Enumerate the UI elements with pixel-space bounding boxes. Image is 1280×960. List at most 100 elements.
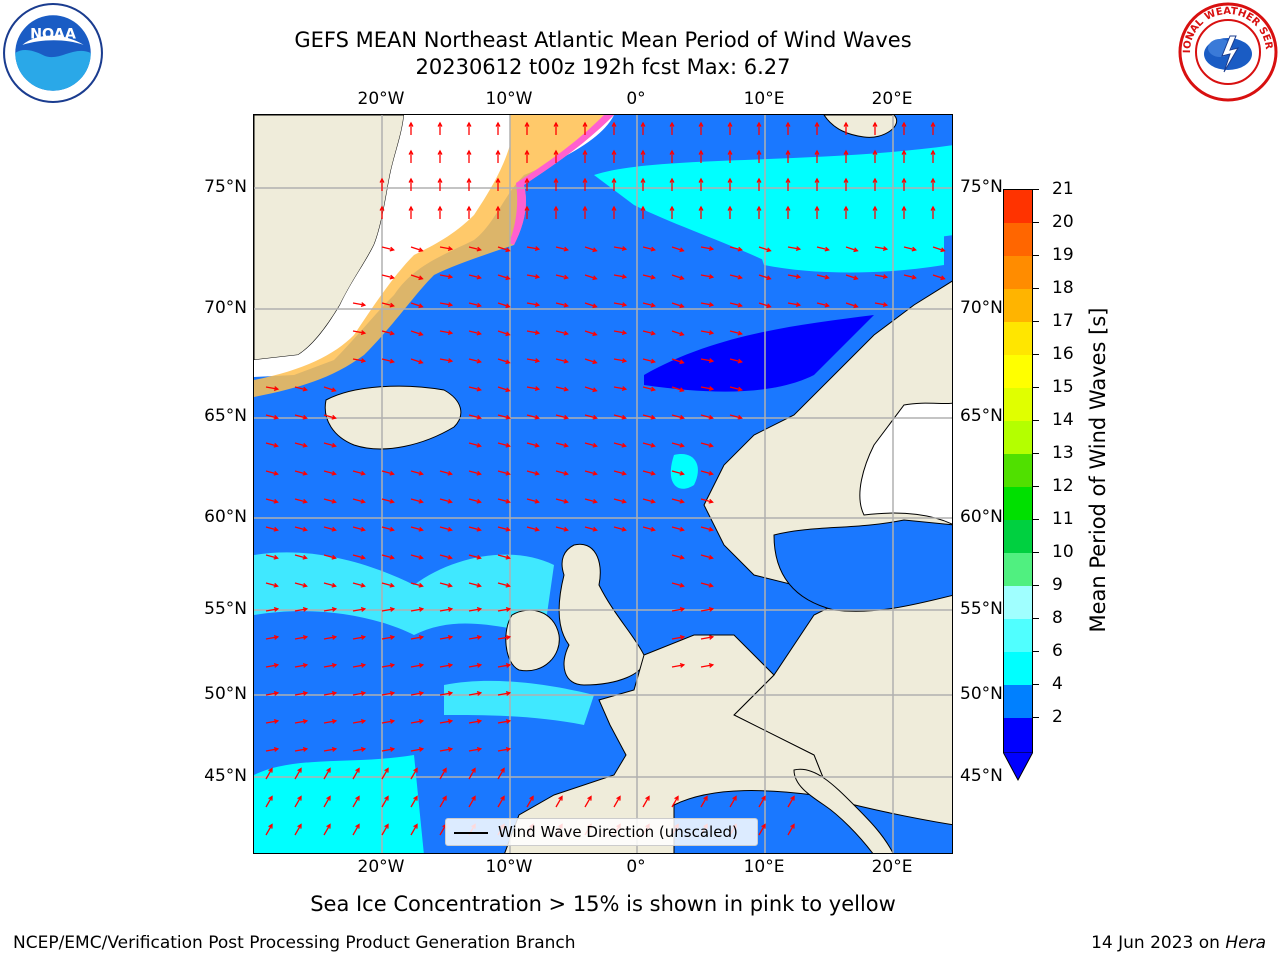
wind-wave-arrowhead bbox=[331, 747, 338, 752]
wind-wave-arrow bbox=[787, 274, 800, 278]
wind-wave-arrow bbox=[439, 768, 447, 780]
wind-wave-arrowhead bbox=[476, 719, 483, 724]
colorbar-segment bbox=[1004, 355, 1032, 389]
wind-wave-arrowhead bbox=[621, 414, 627, 420]
wind-wave-arrow bbox=[352, 692, 365, 696]
wind-wave-arrowhead bbox=[331, 554, 337, 560]
ireland bbox=[505, 609, 560, 672]
wind-wave-arrowhead bbox=[650, 414, 656, 420]
wind-wave-arrow bbox=[497, 330, 510, 336]
wind-wave-arrowhead bbox=[331, 442, 337, 448]
wind-wave-arrowhead bbox=[355, 795, 360, 801]
wind-wave-arrowhead bbox=[650, 302, 656, 308]
wind-wave-arrowhead bbox=[505, 663, 512, 668]
wind-wave-arrowhead bbox=[582, 121, 588, 127]
colorbar-tickmark bbox=[1033, 387, 1039, 388]
wind-wave-arrowhead bbox=[273, 582, 279, 588]
wind-wave-arrow bbox=[642, 414, 655, 419]
wind-wave-arrowhead bbox=[882, 274, 889, 279]
colorbar-tickmark bbox=[1033, 288, 1039, 289]
wind-wave-arrowhead bbox=[389, 747, 396, 752]
wind-wave-arrow bbox=[497, 302, 510, 308]
wind-wave-arrow bbox=[468, 498, 481, 503]
wind-wave-arrowhead bbox=[621, 386, 628, 391]
wind-wave-arrowhead bbox=[408, 205, 414, 211]
wind-wave-arrowhead bbox=[679, 303, 685, 309]
wind-wave-arrowhead bbox=[727, 149, 733, 155]
wind-wave-arrowhead bbox=[297, 795, 302, 801]
wind-wave-arrowhead bbox=[408, 177, 414, 183]
wind-wave-arrowhead bbox=[790, 795, 795, 801]
wind-wave-arrowhead bbox=[273, 386, 280, 391]
wind-wave-arrow bbox=[352, 768, 360, 780]
wind-wave-arrow bbox=[294, 720, 307, 724]
wind-wave-arrowhead bbox=[708, 635, 715, 640]
wind-wave-arrow bbox=[439, 526, 452, 531]
wind-wave-arrowhead bbox=[679, 470, 685, 476]
wind-wave-arrow bbox=[642, 330, 655, 335]
chart-subtitle: 20230612 t00z 192h fcst Max: 6.27 bbox=[415, 55, 791, 79]
wind-wave-arrow bbox=[671, 274, 684, 280]
wind-wave-arrow bbox=[265, 608, 278, 612]
wind-wave-arrowhead bbox=[732, 795, 737, 801]
wind-wave-arrow bbox=[381, 358, 394, 363]
wind-wave-arrow bbox=[584, 330, 597, 336]
wind-wave-arrow bbox=[468, 358, 481, 363]
wind-wave-arrow bbox=[439, 636, 452, 640]
wind-wave-arrowhead bbox=[505, 303, 511, 309]
wind-wave-arrowhead bbox=[872, 205, 878, 211]
wind-wave-arrowhead bbox=[326, 767, 331, 773]
wind-wave-arrow bbox=[352, 796, 360, 808]
wind-wave-arrow bbox=[642, 358, 655, 363]
lat-tick-left-70n: 70°N bbox=[204, 298, 247, 318]
wind-wave-arrow bbox=[903, 246, 916, 251]
wind-wave-arrowhead bbox=[389, 498, 395, 504]
wind-wave-arrow bbox=[497, 274, 510, 280]
wind-wave-arrowhead bbox=[505, 387, 511, 393]
wind-wave-arrow bbox=[323, 582, 336, 587]
wind-wave-arrow bbox=[874, 302, 887, 306]
wind-wave-arrowhead bbox=[360, 747, 367, 752]
wind-wave-arrow bbox=[526, 246, 539, 250]
wind-wave-arrow bbox=[787, 246, 800, 250]
wind-wave-arrow bbox=[439, 608, 452, 612]
wind-wave-arrow bbox=[381, 470, 394, 475]
wind-wave-arrowhead bbox=[476, 747, 483, 752]
wind-wave-arrowhead bbox=[331, 582, 337, 588]
wind-wave-arrowhead bbox=[563, 358, 569, 364]
wind-wave-arrow bbox=[265, 470, 278, 475]
wind-wave-arrow bbox=[410, 330, 423, 336]
wind-wave-arrow bbox=[439, 358, 452, 362]
wind-wave-arrowhead bbox=[273, 663, 280, 668]
noaa-logo-icon: NOAA bbox=[3, 3, 103, 103]
wind-wave-arrowhead bbox=[389, 554, 395, 560]
wind-wave-arrowhead bbox=[650, 386, 656, 392]
wind-wave-arrow bbox=[497, 796, 505, 808]
wind-wave-arrowhead bbox=[360, 582, 366, 588]
wind-wave-arrowhead bbox=[418, 303, 424, 309]
lat-tick-left-60n: 60°N bbox=[204, 507, 247, 527]
wind-wave-arrowhead bbox=[911, 274, 917, 280]
wind-wave-arrowhead bbox=[669, 177, 675, 183]
wind-wave-arrow bbox=[468, 692, 481, 696]
wind-wave-arrowhead bbox=[727, 121, 733, 127]
wind-wave-arrow bbox=[613, 386, 626, 390]
wind-wave-arrow bbox=[468, 442, 481, 447]
wind-wave-arrow bbox=[294, 414, 307, 419]
wind-wave-arrowhead bbox=[389, 582, 395, 588]
wind-wave-arrow bbox=[555, 330, 568, 335]
wind-wave-arrow bbox=[700, 796, 708, 808]
wind-wave-arrow bbox=[555, 386, 568, 391]
wind-wave-arrow bbox=[555, 498, 568, 503]
wind-wave-arrowhead bbox=[640, 205, 646, 211]
wind-wave-arrow bbox=[613, 526, 626, 531]
wind-wave-arrowhead bbox=[708, 246, 715, 251]
wind-wave-arrowhead bbox=[930, 177, 936, 183]
wind-wave-arrowhead bbox=[766, 247, 772, 253]
wind-wave-arrowhead bbox=[621, 498, 627, 504]
wind-wave-arrowhead bbox=[872, 177, 878, 183]
colorbar-segment bbox=[1004, 388, 1032, 422]
wind-wave-arrowhead bbox=[302, 719, 309, 724]
colorbar-segment bbox=[1004, 256, 1032, 290]
wind-wave-arrow bbox=[671, 796, 679, 808]
